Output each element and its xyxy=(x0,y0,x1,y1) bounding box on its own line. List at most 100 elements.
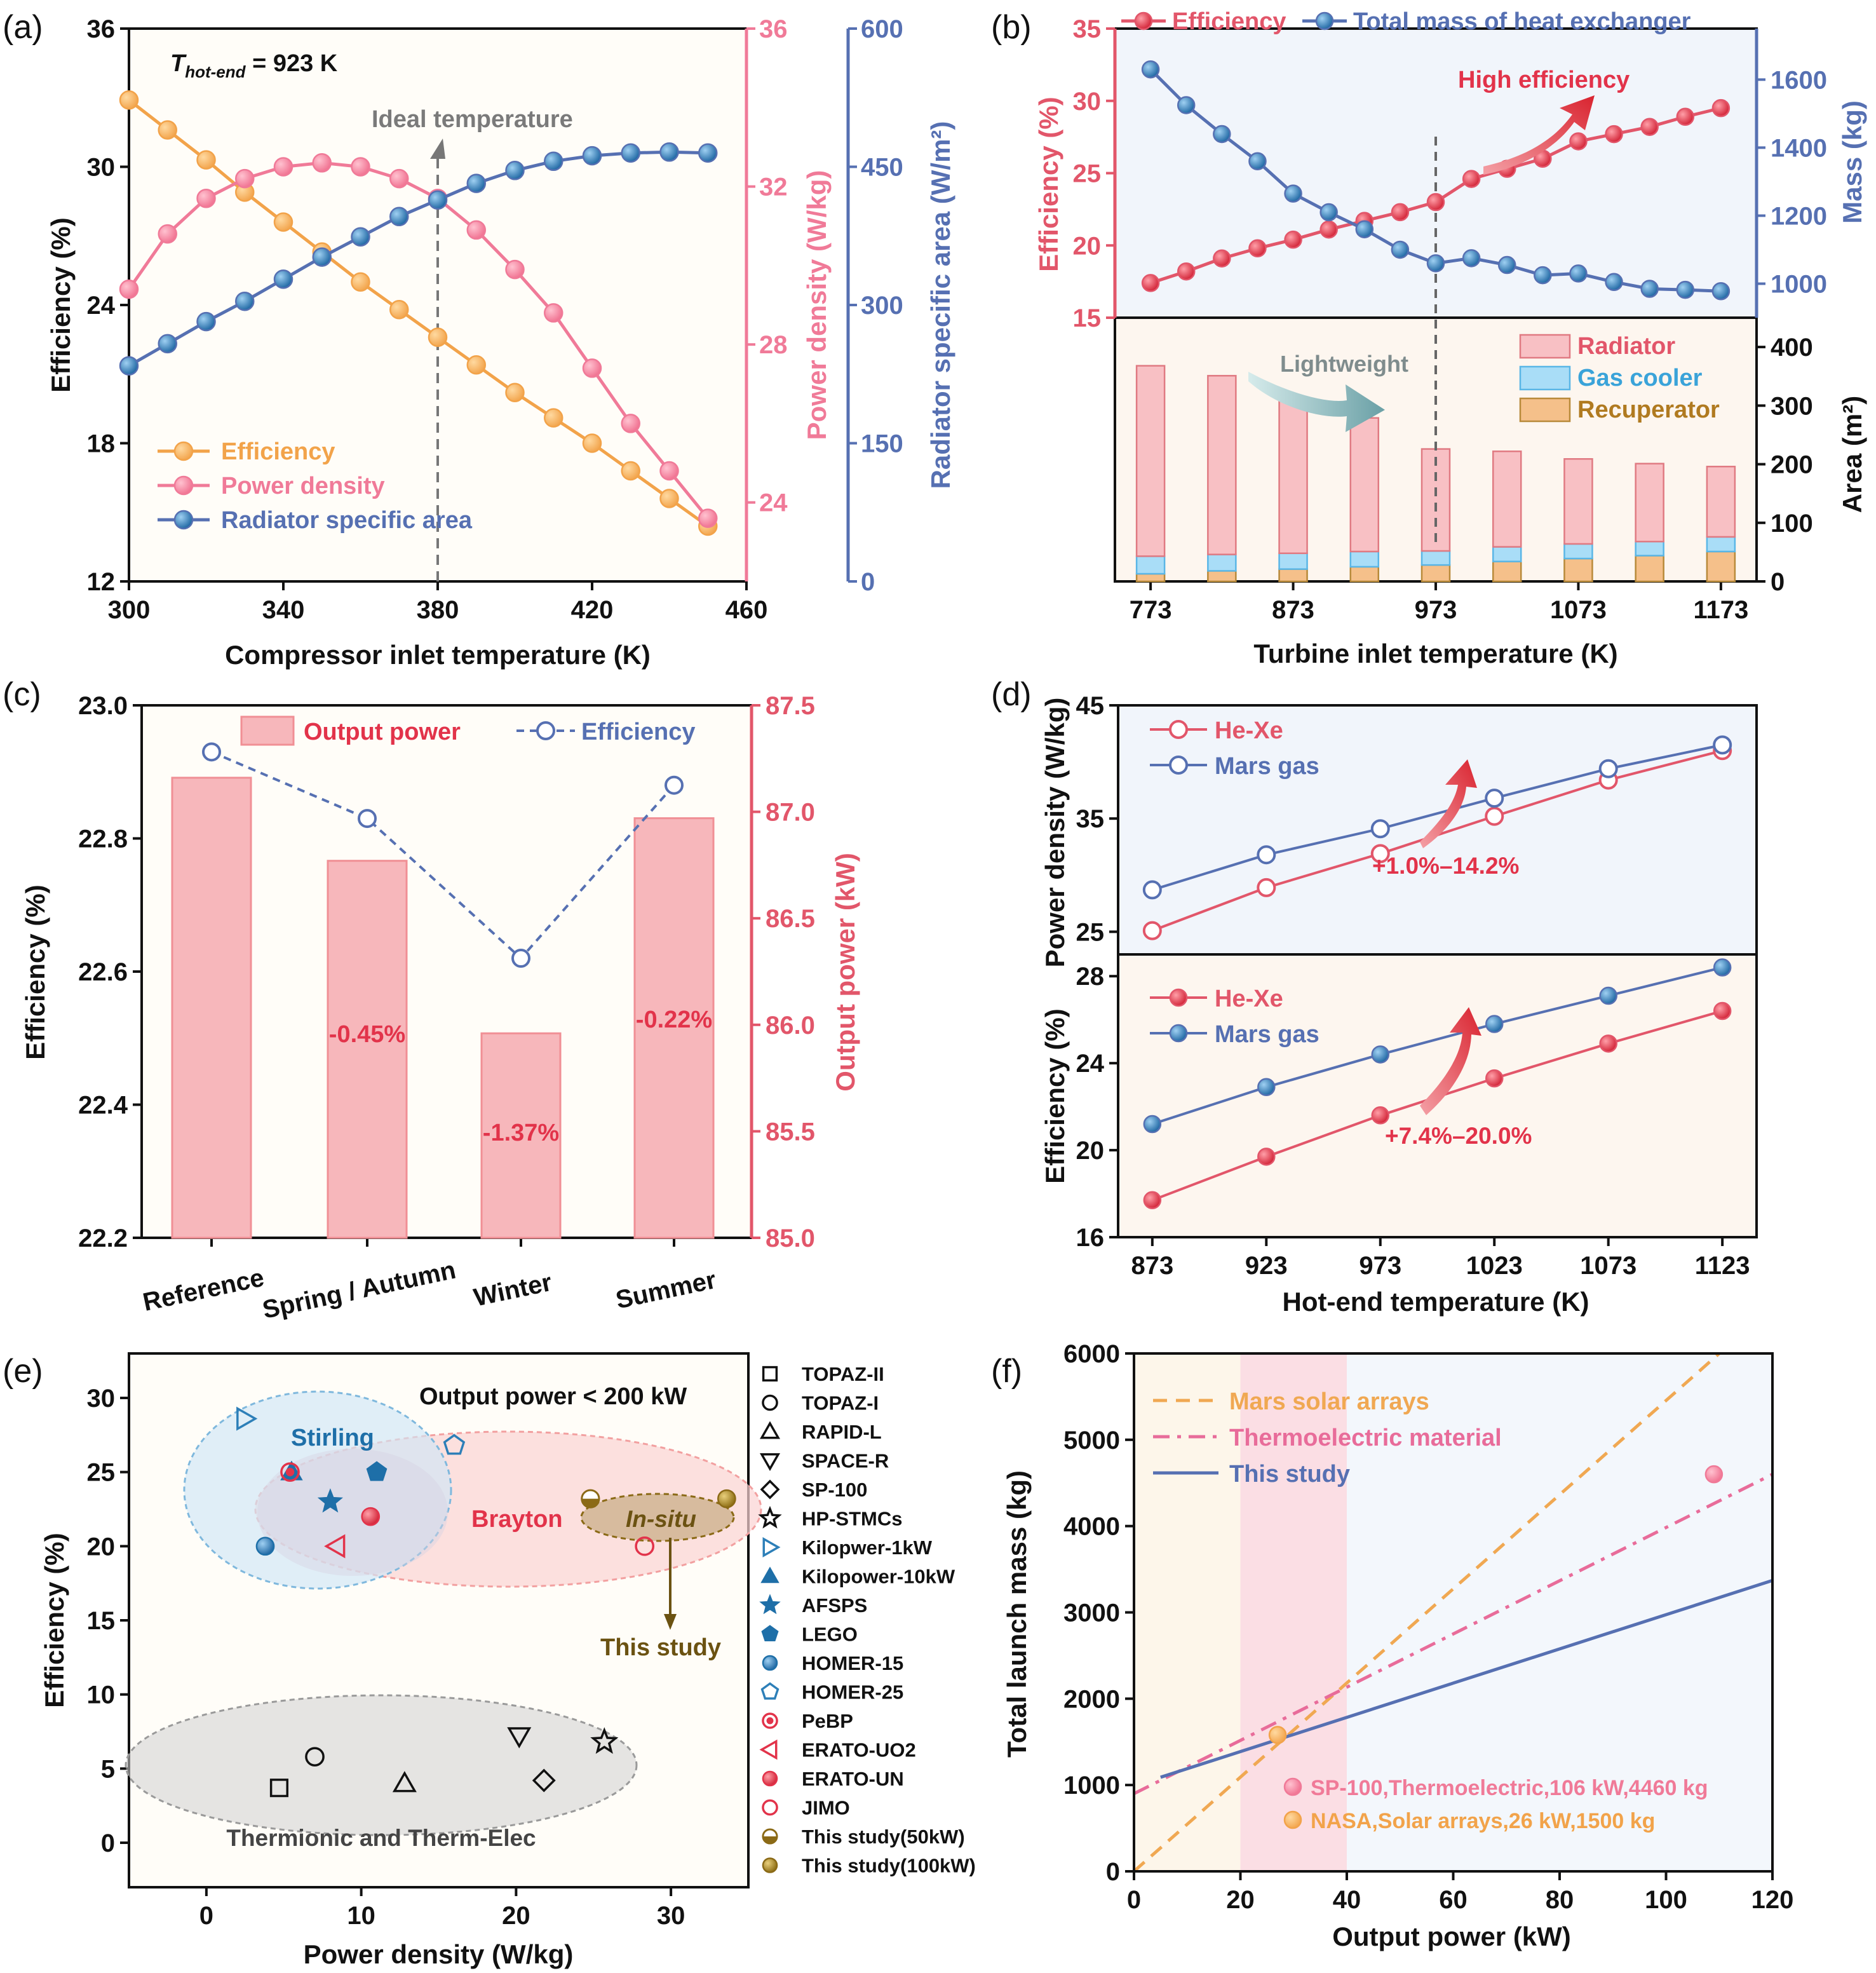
c-ytick-label: 22.6 xyxy=(78,958,128,986)
panel-a-xlabel: Compressor inlet temperature (K) xyxy=(225,640,651,670)
a-y3tick-label: 300 xyxy=(861,292,903,320)
a-series-point xyxy=(428,327,448,347)
a-series-point xyxy=(544,151,563,172)
b-series-point xyxy=(1355,220,1374,239)
b-bar-radiator xyxy=(1278,398,1308,554)
e-legend-label: JIMO xyxy=(802,1797,850,1819)
brayton-label: Brayton xyxy=(471,1506,563,1533)
d-legend-marker xyxy=(1169,988,1188,1007)
panel-b-ylabel-top: Efficiency (%) xyxy=(1034,97,1063,271)
b-series-point xyxy=(1497,255,1516,275)
d-legend-label: Mars gas xyxy=(1215,1021,1319,1048)
b-series-point xyxy=(1462,249,1481,268)
e-legend-marker xyxy=(759,1453,781,1472)
b-y2tick-label: 1000 xyxy=(1771,270,1827,298)
c-y2tick-label: 85.0 xyxy=(766,1224,815,1252)
high-efficiency-arrow xyxy=(1483,95,1595,175)
b-bar-recuperator xyxy=(1563,557,1593,583)
b-bar-recuperator xyxy=(1706,550,1736,583)
b-legend-marker xyxy=(1134,11,1153,31)
e-legend-label: RAPID-L xyxy=(802,1421,882,1443)
a-series-point xyxy=(196,311,216,332)
panel-b-y2label-top: Mass (kg) xyxy=(1837,100,1867,224)
a-series-point xyxy=(351,227,370,247)
panel-c-chart: 22.2 22.4 22.6 22.8 23.0 85.0 85.5 86.0 86.5 87.0… xyxy=(20,692,860,1324)
panel-d-ylabel-bottom: Efficiency (%) xyxy=(1040,1008,1070,1183)
b-series-point xyxy=(1284,230,1302,249)
b-ytick-label: 25 xyxy=(1073,160,1102,188)
a-series-point xyxy=(582,146,602,166)
b-series-point xyxy=(1177,262,1196,281)
a-ytick-label: 12 xyxy=(87,568,116,596)
e-ytick-label: 5 xyxy=(101,1755,115,1783)
e-legend-marker xyxy=(762,1655,778,1671)
panel-c-legend: Output power Efficiency xyxy=(240,715,696,746)
b-series-point xyxy=(1534,266,1552,285)
d-bottom-series-point xyxy=(1485,1015,1504,1033)
b-bar-gas-cooler xyxy=(1706,536,1736,553)
a-series-point xyxy=(582,358,602,378)
d-top-series-point xyxy=(1370,819,1390,839)
a-series-point xyxy=(505,259,525,280)
d-bottom-series-point xyxy=(1143,1115,1162,1134)
e-point-pebp-dot xyxy=(285,1467,295,1477)
b-series-point xyxy=(1569,132,1588,151)
b-bar-radiator xyxy=(1492,451,1522,548)
a-legend-label: Radiator specific area xyxy=(221,507,473,534)
a-series-point xyxy=(273,157,294,177)
e-legend-label: Kilopower-10kW xyxy=(802,1566,955,1588)
lightweight-arrow xyxy=(1248,372,1385,432)
a-legend-marker xyxy=(173,475,194,496)
d-ytick-label: 16 xyxy=(1076,1224,1105,1252)
a-legend-marker xyxy=(173,510,194,530)
d-legend-marker xyxy=(1169,1024,1188,1043)
f-ytick-label: 5000 xyxy=(1063,1427,1120,1454)
b-bar-legend-swatch xyxy=(1519,334,1571,359)
a-series-point xyxy=(505,161,525,180)
a-xtick-label: 300 xyxy=(108,596,151,624)
b-series-point xyxy=(1569,264,1588,283)
b-bar-recuperator xyxy=(1420,564,1451,583)
b-y2tick-label: 1200 xyxy=(1771,202,1827,230)
f-series-line xyxy=(1133,1352,1720,1873)
d-bottom-series-line xyxy=(1152,966,1723,1125)
panel-b-chart: 773 873 973 1073 117315202530351000120014001… xyxy=(1034,8,1867,668)
f-xtick-label: 40 xyxy=(1333,1886,1361,1914)
b-area-tick-label: 400 xyxy=(1771,334,1813,362)
e-point-pebp xyxy=(280,1462,300,1482)
b-legend-label: Total mass of heat exchanger xyxy=(1353,8,1691,35)
d-bottom-series-point xyxy=(1371,1045,1390,1064)
c-output-power-bar xyxy=(480,1032,562,1239)
power-density-increase-label: +1.0%–14.2% xyxy=(1372,853,1519,879)
b-bar-radiator xyxy=(1135,365,1166,557)
a-series-point xyxy=(196,150,216,170)
panel-c-ylabel: Efficiency (%) xyxy=(20,885,50,1059)
f-xtick-label: 80 xyxy=(1546,1886,1574,1914)
e-legend-label: This study(100kW) xyxy=(802,1855,976,1877)
c-xtick-label: Spring / Autumn xyxy=(260,1256,458,1324)
d-xtick-label: 1023 xyxy=(1466,1252,1523,1280)
a-series-point xyxy=(428,190,448,210)
b-bar-gas-cooler xyxy=(1349,550,1380,568)
c-efficiency-point xyxy=(358,809,377,829)
e-point-space-r xyxy=(507,1727,532,1749)
e-ytick-label: 10 xyxy=(87,1681,116,1709)
e-point-sp-100 xyxy=(532,1768,556,1793)
a-series-point xyxy=(119,279,139,299)
b-series-point xyxy=(1426,254,1445,273)
b-bar-gas-cooler xyxy=(1635,541,1664,557)
c-output-power-bar xyxy=(327,860,408,1239)
b-bar-legend-label: Gas cooler xyxy=(1577,365,1703,391)
e-point-this-study-50kw--fill xyxy=(581,1498,599,1508)
b-series-point xyxy=(1605,273,1623,292)
b-bar-gas-cooler xyxy=(1135,555,1166,575)
b-bar-recuperator xyxy=(1135,573,1166,583)
a-series-point xyxy=(659,461,679,481)
b-bar-legend-label: Recuperator xyxy=(1577,397,1720,423)
a-xtick-label: 460 xyxy=(725,596,768,624)
panel-b-xlabel: Turbine inlet temperature (K) xyxy=(1253,639,1617,668)
a-y2tick-label: 36 xyxy=(759,15,788,43)
b-bar-gas-cooler xyxy=(1420,550,1451,566)
panel-e-ylabel: Efficiency (%) xyxy=(39,1533,69,1707)
c-xtick-label: Winter xyxy=(471,1268,555,1312)
